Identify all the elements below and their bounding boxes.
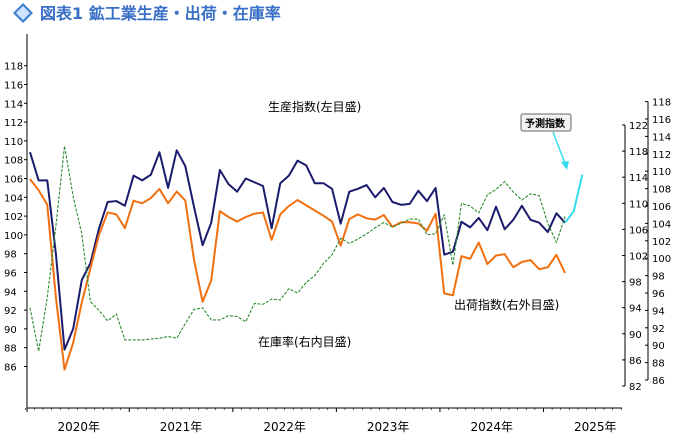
right-inner-tick-label: 102 [652, 237, 671, 248]
annotation-forecast: 予測指数 [525, 117, 566, 130]
right-inner-tick-label: 96 [652, 289, 665, 300]
x-tick-label: 2020年 [58, 420, 101, 434]
x-tick-label: 2025年 [574, 420, 617, 434]
right-inner-tick-label: 108 [652, 185, 671, 196]
right-outer-tick-label: 106 [629, 225, 648, 236]
right-inner-tick-label: 116 [652, 115, 671, 126]
left-tick-label: 102 [4, 212, 23, 223]
right-inner-tick-label: 88 [652, 359, 665, 370]
title-group: 図表1 鉱工業生産・出荷・在庫率 [13, 3, 281, 23]
left-tick-label: 90 [4, 325, 17, 336]
left-tick-label: 100 [4, 231, 23, 242]
left-tick-label: 88 [4, 344, 17, 355]
right-outer-tick-label: 102 [629, 252, 648, 263]
annotation-inventory: 在庫率(右内目盛) [258, 334, 351, 349]
right-inner-tick-label: 90 [652, 341, 665, 352]
axes-group [24, 34, 649, 412]
right-outer-tick-label: 114 [629, 173, 648, 184]
right-outer-tick-label: 118 [629, 147, 648, 158]
right-outer-tick-label: 94 [629, 304, 642, 315]
x-tick-label: 2024年 [470, 420, 513, 434]
right-inner-tick-label: 114 [652, 132, 671, 143]
series-inventory-line [29, 145, 566, 352]
left-tick-label: 112 [4, 118, 23, 129]
diamond-icon [13, 3, 33, 23]
annotation-shipments: 出荷指数(右外目盛) [454, 297, 559, 312]
series-shipments-line [29, 178, 566, 371]
tick-labels-group: 86 88 90 92 94 96 98 100 102 104 106 108 110 112 114 11… [4, 62, 671, 434]
left-tick-label: 114 [4, 99, 23, 110]
left-tick-label: 118 [4, 62, 23, 73]
x-tick-label: 2023年 [367, 420, 410, 434]
x-tick-label: 2022年 [263, 420, 306, 434]
left-tick-label: 92 [4, 306, 17, 317]
left-tick-label: 104 [4, 193, 23, 204]
right-inner-tick-label: 112 [652, 150, 671, 161]
right-inner-tick-label: 98 [652, 272, 665, 283]
right-inner-tick-label: 86 [652, 376, 665, 387]
series-production-line [29, 149, 566, 351]
series-forecast-line [564, 174, 584, 224]
right-inner-tick-label: 94 [652, 306, 665, 317]
left-tick-label: 98 [4, 250, 17, 261]
chart-title: 図表1 鉱工業生産・出荷・在庫率 [40, 4, 281, 23]
right-inner-tick-label: 92 [652, 324, 665, 335]
right-inner-tick-label: 104 [652, 219, 671, 230]
left-tick-label: 94 [4, 287, 17, 298]
annotation-production: 生産指数(左目盛) [268, 99, 361, 114]
left-tick-label: 108 [4, 156, 23, 167]
x-tick-label: 2021年 [160, 420, 203, 434]
right-outer-tick-label: 90 [629, 330, 642, 341]
left-tick-label: 86 [4, 363, 17, 374]
right-inner-tick-label: 118 [652, 98, 671, 109]
right-outer-tick-label: 122 [629, 121, 648, 132]
series-group [29, 145, 584, 371]
annotations-group: 生産指数(左目盛) 出荷指数(右外目盛) 在庫率(右内目盛) 予測指数 [258, 99, 572, 349]
forecast-callout: 予測指数 [520, 113, 572, 170]
right-outer-tick-label: 82 [629, 382, 642, 393]
left-tick-label: 116 [4, 81, 23, 92]
left-tick-label: 110 [4, 137, 23, 148]
left-tick-label: 96 [4, 269, 17, 280]
right-inner-tick-label: 100 [652, 254, 671, 265]
right-outer-tick-label: 98 [629, 278, 642, 289]
left-tick-label: 106 [4, 175, 23, 186]
right-inner-tick-label: 110 [652, 167, 671, 178]
right-outer-tick-label: 86 [629, 356, 642, 367]
right-inner-tick-label: 106 [652, 202, 671, 213]
right-outer-tick-label: 110 [629, 199, 648, 210]
